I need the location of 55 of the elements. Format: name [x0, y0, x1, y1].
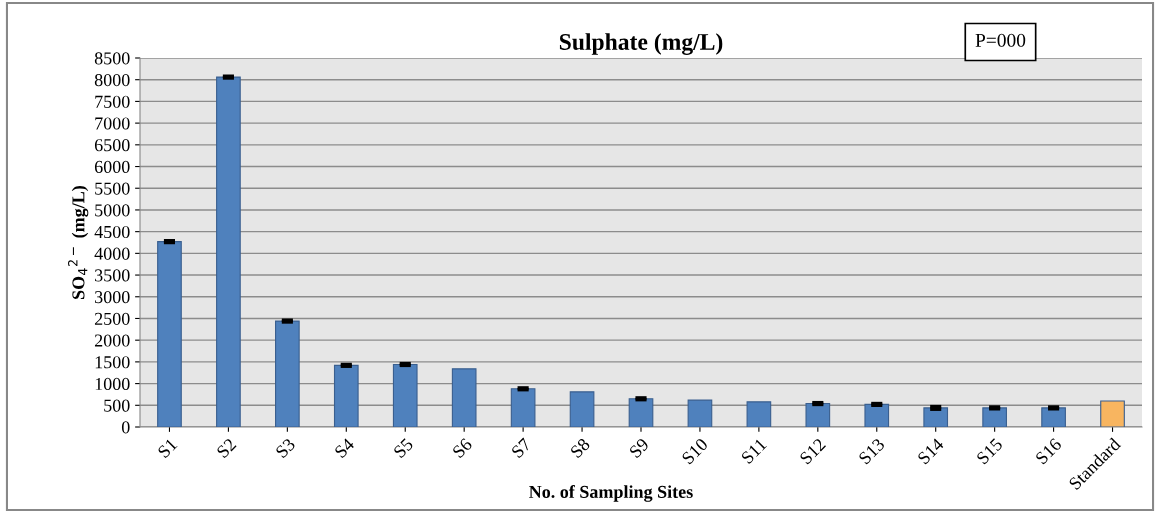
bar — [628, 398, 654, 427]
y-tick-label: 0 — [121, 421, 130, 434]
bar — [216, 76, 241, 427]
x-tick-label: S4 — [334, 437, 356, 459]
x-tick-label: S3 — [275, 437, 296, 459]
bar — [392, 363, 418, 427]
x-tick-label: S8 — [569, 437, 591, 459]
bar — [451, 368, 477, 427]
y-tick-label: 7500 — [95, 95, 130, 108]
bar — [687, 399, 713, 427]
text: P=000 — [975, 33, 1026, 47]
x-tick-label: S9 — [628, 437, 650, 459]
bar — [157, 241, 182, 427]
y-tick-label: 2000 — [94, 334, 130, 347]
x-tick-label: S11 — [740, 437, 768, 465]
y-tick-label: 8000 — [94, 73, 130, 87]
y-axis-title: SO$_{4}$$^{2−}$ (mg/L) — [68, 186, 89, 299]
x-tick-label: S5 — [393, 437, 414, 459]
x-tick-label: S14 — [917, 437, 945, 465]
y-tick-label: 6000 — [94, 160, 130, 173]
bar — [275, 320, 300, 427]
x-tick-label: S2 — [216, 437, 237, 459]
bar — [569, 391, 595, 427]
x-tick-label: S6 — [451, 437, 473, 459]
y-tick-label: 5000 — [95, 204, 130, 217]
x-tick-label: S16 — [1034, 437, 1063, 465]
y-tick-label: 6500 — [94, 139, 130, 152]
y-tick-label: 3000 — [95, 291, 130, 304]
y-tick-label: 1000 — [95, 377, 130, 391]
bar — [746, 401, 772, 427]
y-tick-label: 2500 — [94, 312, 130, 325]
chart-title: Sulphate (mg/L) — [559, 33, 723, 55]
bar — [333, 364, 359, 427]
bar — [864, 403, 890, 427]
y-tick-label: 1500 — [95, 356, 130, 369]
y-tick-label: 4000 — [94, 247, 130, 260]
x-tick-label: S12 — [799, 437, 827, 465]
y-tick-label: 3500 — [95, 269, 130, 282]
bar — [982, 407, 1007, 427]
x-axis-title: No. of Sampling Sites — [529, 485, 693, 502]
x-tick-label: S10 — [681, 437, 709, 465]
bar — [1041, 407, 1066, 427]
y-tick-label: 8500 — [94, 52, 130, 65]
x-tick-label: S15 — [976, 437, 1004, 465]
bar — [510, 388, 536, 427]
bar — [923, 407, 949, 427]
bar — [1100, 400, 1125, 427]
x-tick-label: S1 — [157, 437, 178, 459]
y-tick-label: 500 — [104, 399, 130, 412]
y-tick-label: 4500 — [94, 225, 130, 239]
y-tick-label: 5500 — [95, 182, 130, 195]
bar — [805, 403, 831, 427]
x-tick-label: S7 — [510, 437, 532, 459]
x-tick-label: S13 — [858, 437, 886, 465]
y-tick-label: 7000 — [95, 117, 130, 130]
